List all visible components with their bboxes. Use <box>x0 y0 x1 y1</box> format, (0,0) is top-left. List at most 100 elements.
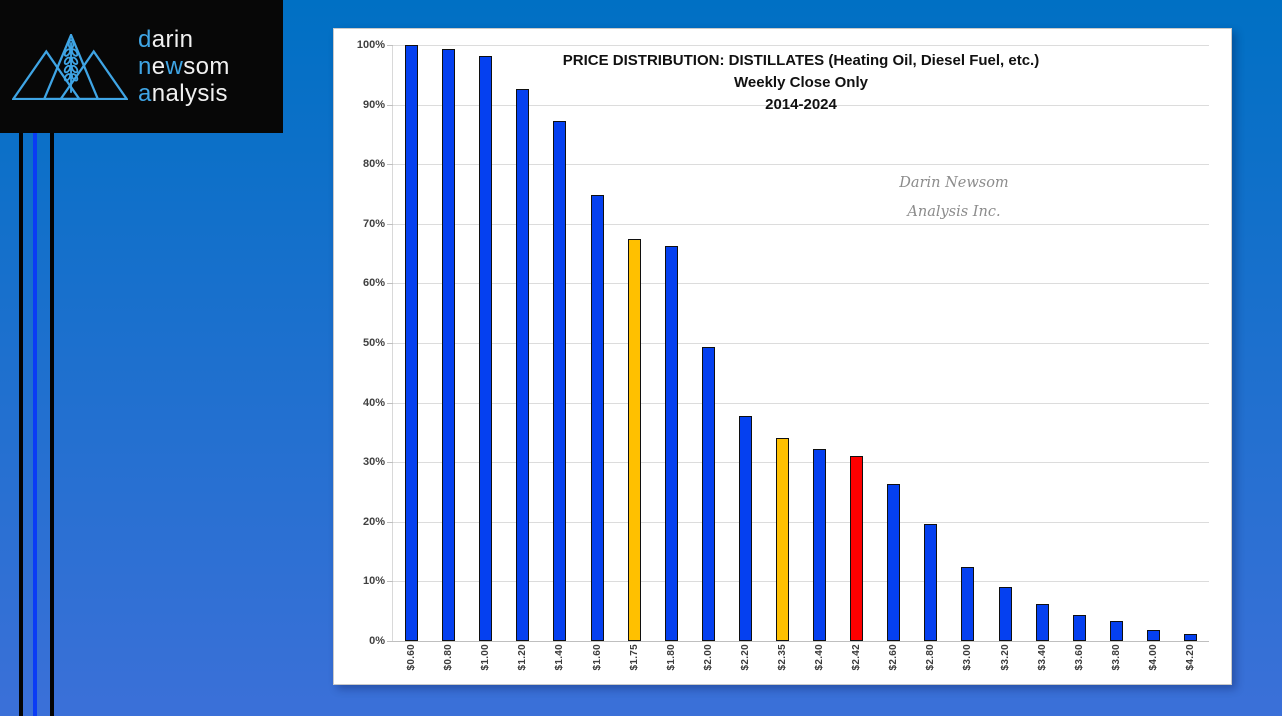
chart-panel: 0% 10% 20% 30% 40% 50% 60% 70% 80% 90% 100% PRICE … <box>333 28 1232 685</box>
bar-slot <box>838 45 875 641</box>
x-label-slot: $0.60 <box>393 644 430 688</box>
x-label-slot: $2.20 <box>727 644 764 688</box>
y-axis-label: 90% <box>362 98 385 111</box>
x-label-slot: $1.00 <box>467 644 504 688</box>
x-axis-label: $1.80 <box>665 644 677 671</box>
bar-$2.60 <box>887 484 901 641</box>
watermark: Darin Newsom Analysis Inc. <box>872 169 1036 227</box>
brand-letter-accent: a <box>138 80 152 107</box>
bar-$2.20 <box>738 415 752 641</box>
x-axis-label: $3.40 <box>1036 644 1048 671</box>
bar-slot <box>504 45 541 641</box>
y-axis-label: 70% <box>362 217 385 230</box>
bar-$1.60 <box>590 195 604 641</box>
x-axis-label: $1.20 <box>517 644 529 671</box>
x-axis-label: $1.60 <box>591 644 603 671</box>
bar-$2.40 <box>813 449 827 641</box>
x-label-slot: $2.00 <box>690 644 727 688</box>
bar-$2.35 <box>775 438 789 641</box>
bar-$0.60 <box>405 45 419 641</box>
bar-$4.20 <box>1184 634 1198 641</box>
y-axis-label: 10% <box>362 575 385 588</box>
x-label-slot: $2.35 <box>764 644 801 688</box>
x-label-slot: $2.40 <box>801 644 838 688</box>
x-axis-label: $0.60 <box>406 644 418 671</box>
x-label-slot: $1.40 <box>541 644 578 688</box>
x-label-slot: $3.60 <box>1061 644 1098 688</box>
vertical-stripe-black-1 <box>19 133 23 716</box>
x-label-slot: $4.20 <box>1172 644 1209 688</box>
x-label-slot: $3.40 <box>1024 644 1061 688</box>
y-axis-tick <box>387 581 393 583</box>
x-axis-label: $2.00 <box>702 644 714 671</box>
bar-slot <box>1061 45 1098 641</box>
plot-area: 0% 10% 20% 30% 40% 50% 60% 70% 80% 90% 100% PRICE … <box>357 39 1209 671</box>
gridline-40 <box>393 402 1209 404</box>
x-axis-label: $2.20 <box>739 644 751 671</box>
y-axis-tick <box>387 521 393 523</box>
brand-letter-accent: n <box>138 53 152 80</box>
bar-slot <box>764 45 801 641</box>
y-axis-tick <box>387 283 393 285</box>
chart-title-line-2: Weekly Close Only <box>734 74 868 91</box>
y-axis-tick <box>387 164 393 166</box>
y-axis-tick <box>387 462 393 464</box>
x-axis-label: $3.60 <box>1073 644 1085 671</box>
brand-wordmark-line-1: darin <box>138 26 230 53</box>
watermark-line-2: Analysis Inc. <box>907 204 1001 220</box>
x-axis-label: $1.40 <box>554 644 566 671</box>
bar-$1.75 <box>627 239 641 641</box>
watermark-line-1: Darin Newsom <box>899 175 1009 191</box>
x-label-slot: $4.00 <box>1135 644 1172 688</box>
bar-$3.20 <box>998 587 1012 641</box>
bar-slot <box>912 45 949 641</box>
bar-slot <box>541 45 578 641</box>
x-axis-label: $2.60 <box>888 644 900 671</box>
bar-$3.80 <box>1109 621 1123 641</box>
bar-slot <box>430 45 467 641</box>
gridline-10 <box>393 581 1209 583</box>
x-label-slot: $2.60 <box>875 644 912 688</box>
chart-title-line-3: 2014-2024 <box>765 96 837 113</box>
gridline-50 <box>393 343 1209 344</box>
x-label-slot: $1.75 <box>616 644 653 688</box>
brand-letter: nalysis <box>151 80 228 107</box>
x-label-slot: $2.80 <box>912 644 949 688</box>
bar-$2.80 <box>924 524 938 641</box>
x-axis-label: $3.20 <box>999 644 1011 671</box>
y-axis-label: 100% <box>356 39 385 51</box>
x-axis-label: $2.35 <box>776 644 788 671</box>
x-label-slot: $3.20 <box>987 644 1024 688</box>
x-axis-label: $3.00 <box>962 644 974 671</box>
gridline-20 <box>393 521 1209 523</box>
bar-$3.40 <box>1035 604 1049 641</box>
bar-slot <box>801 45 838 641</box>
chart-title: PRICE DISTRIBUTION: DISTILLATES (Heating… <box>393 50 1209 116</box>
x-label-slot: $0.80 <box>430 644 467 688</box>
bar-slot <box>1098 45 1135 641</box>
brand-wordmark: darin newsom analysis <box>138 26 230 107</box>
bar-slot <box>578 45 615 641</box>
bar-$1.40 <box>553 120 567 641</box>
brand-logo-block: darin newsom analysis <box>0 0 283 133</box>
y-axis-tick <box>387 45 393 46</box>
bar-slot <box>1135 45 1172 641</box>
brand-letter: som <box>183 53 230 80</box>
x-label-slot: $1.80 <box>653 644 690 688</box>
x-axis-label: $3.80 <box>1110 644 1122 671</box>
vertical-stripe-blue <box>33 133 37 716</box>
bar-slot <box>1172 45 1209 641</box>
bar-$1.80 <box>664 245 678 641</box>
bar-$1.20 <box>516 88 530 641</box>
y-axis-tick <box>387 104 393 106</box>
bar-$2.00 <box>701 346 715 641</box>
y-axis-label: 80% <box>362 158 385 171</box>
bar-series <box>393 45 1209 641</box>
x-label-slot: $1.20 <box>504 644 541 688</box>
bar-$1.00 <box>479 56 493 641</box>
x-label-slot: $1.60 <box>578 644 615 688</box>
bar-slot <box>875 45 912 641</box>
y-axis-label: 60% <box>362 277 385 290</box>
y-axis-tick <box>387 641 393 642</box>
bar-$4.00 <box>1146 629 1160 641</box>
